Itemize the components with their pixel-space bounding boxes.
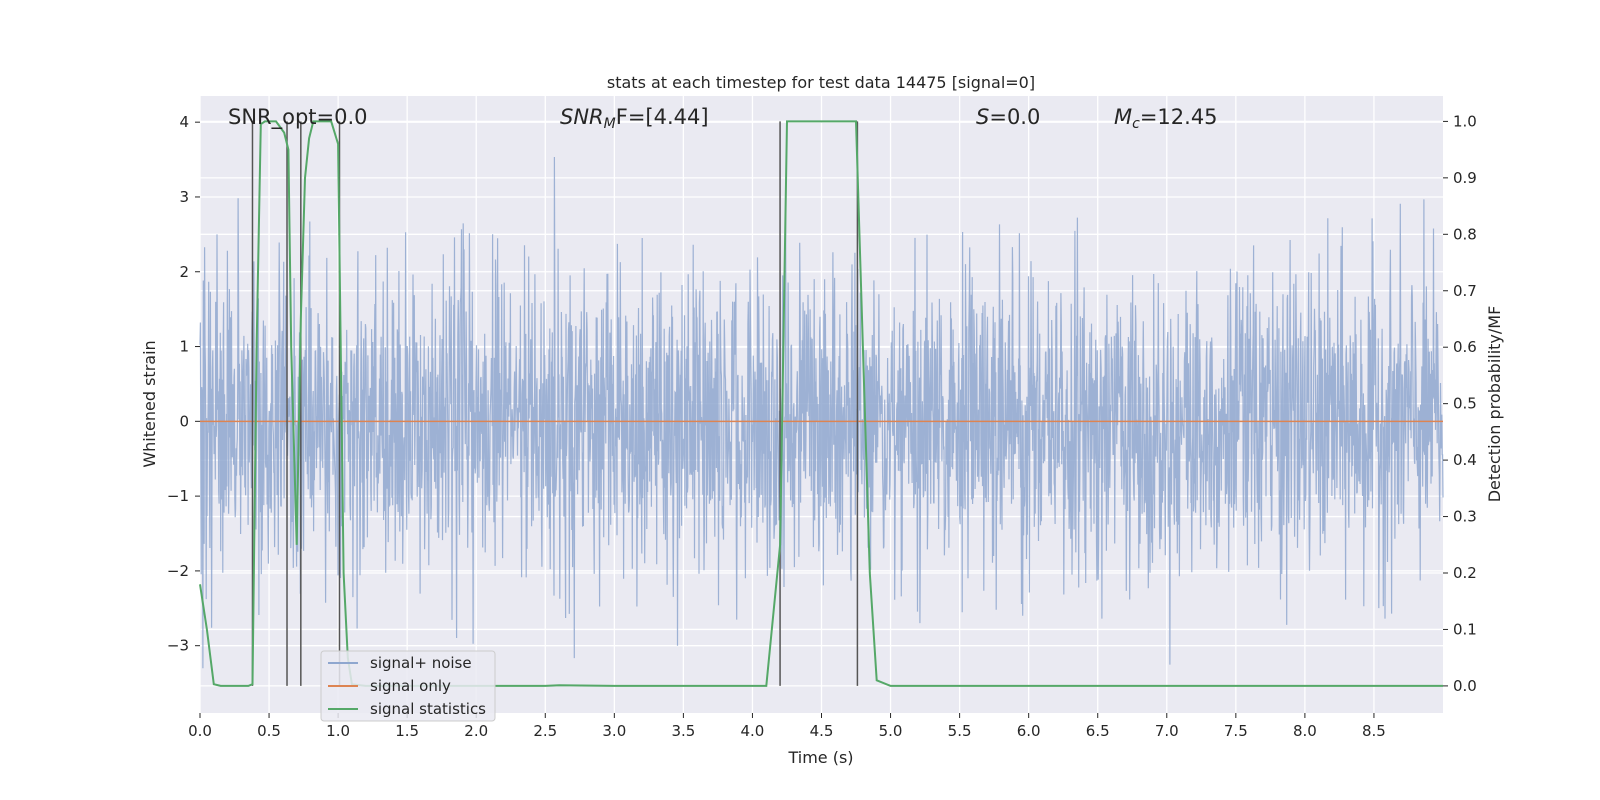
x-tick-label-2: 1.0 (326, 722, 350, 740)
annotation-s-value: =0.0 (989, 105, 1040, 129)
x-tick-label-7: 3.5 (671, 722, 695, 740)
x-tick-label-15: 7.5 (1224, 722, 1248, 740)
x-tick-label-6: 3.0 (602, 722, 626, 740)
series-signal-statistics (199, 120, 1443, 687)
x-tick-label-3: 1.5 (395, 722, 419, 740)
annotation-snr-opt: SNR_opt=0.0 (228, 105, 368, 130)
annotation-s-symbol: S (976, 105, 989, 129)
y-tick-label-0: 4 (179, 113, 189, 131)
x-tick-label-12: 6.0 (1017, 722, 1041, 740)
y2-tick-label-3: 0.7 (1453, 282, 1477, 300)
y2-tick-label-4: 0.6 (1453, 338, 1477, 356)
y2-tick-label-8: 0.2 (1453, 564, 1477, 582)
y2-axis-label: Detection probability/MF (1485, 306, 1504, 503)
y2-tick-label-2: 0.8 (1453, 225, 1477, 243)
legend-label-signal-noise: signal+ noise (370, 654, 472, 672)
y-tick-label-7: −3 (167, 637, 189, 655)
annotation-snr-mf-subscript: M (604, 116, 616, 132)
x-tick-label-14: 7.0 (1155, 722, 1179, 740)
annotation-s: S=0.0 (976, 105, 1040, 129)
x-tick-label-5: 2.5 (533, 722, 557, 740)
x-tick-label-1: 0.5 (257, 722, 281, 740)
legend-box (320, 650, 496, 722)
y-tick-label-1: 3 (179, 188, 189, 206)
annotation-mc-symbol: M (1114, 105, 1132, 129)
y-tick-label-4: 0 (179, 412, 189, 430)
signal-statistics-line (199, 120, 1443, 687)
x-tick-label-9: 4.5 (810, 722, 834, 740)
annotation-snr-mf: SNRMF=[4.44] (560, 105, 709, 132)
x-tick-label-10: 5.0 (879, 722, 903, 740)
y-axis-label: Whitened strain (140, 340, 159, 467)
legend-label-signal-statistics: signal statistics (370, 700, 486, 718)
y2-tick-label-10: 0.0 (1453, 677, 1477, 695)
y2-tick-label-0: 1.0 (1453, 112, 1477, 130)
y2-tick-label-7: 0.3 (1453, 508, 1477, 526)
signal-noise-line (199, 156, 1444, 669)
legend: signal+ noise signal only signal statist… (320, 650, 496, 722)
x-tick-label-17: 8.5 (1362, 722, 1386, 740)
y-axis-ticks: 4 3 2 1 0 −1 −2 −3 (167, 113, 200, 655)
annotation-mc-subscript: c (1132, 116, 1140, 132)
series-signal-noise (199, 156, 1444, 669)
annotation-mc: Mc=12.45 (1114, 105, 1218, 132)
y2-tick-label-9: 0.1 (1453, 620, 1477, 638)
y-tick-label-6: −2 (167, 562, 189, 580)
x-tick-label-16: 8.0 (1293, 722, 1317, 740)
annotation-snr-mf-value: F=[4.44] (616, 105, 709, 129)
y-tick-label-3: 1 (179, 338, 189, 356)
y-tick-label-5: −1 (167, 487, 189, 505)
legend-label-signal-only: signal only (370, 677, 451, 695)
annotation-snr-mf-symbol: SNR (560, 105, 604, 129)
y2-tick-label-5: 0.5 (1453, 395, 1477, 413)
annotation-mc-value: =12.45 (1140, 105, 1218, 129)
x-tick-label-4: 2.0 (464, 722, 488, 740)
y2-tick-label-6: 0.4 (1453, 451, 1477, 469)
y2-tick-label-1: 0.9 (1453, 169, 1477, 187)
x-tick-label-0: 0.0 (188, 722, 212, 740)
x-tick-label-8: 4.0 (741, 722, 765, 740)
x-tick-label-11: 5.5 (948, 722, 972, 740)
x-axis-label: Time (s) (787, 748, 853, 767)
y2-axis-ticks: 1.0 0.9 0.8 0.7 0.6 0.5 0.4 0.3 0.2 0.1 0.0 (1443, 112, 1477, 695)
chart-title: stats at each timestep for test data 144… (607, 73, 1035, 92)
x-tick-label-13: 6.5 (1086, 722, 1110, 740)
y-tick-label-2: 2 (179, 263, 189, 281)
x-axis-ticks: 0.0 0.5 1.0 1.5 2.0 2.5 3.0 3.5 4.0 4.5 5.0 5.5 6.0 6… (188, 713, 1386, 740)
